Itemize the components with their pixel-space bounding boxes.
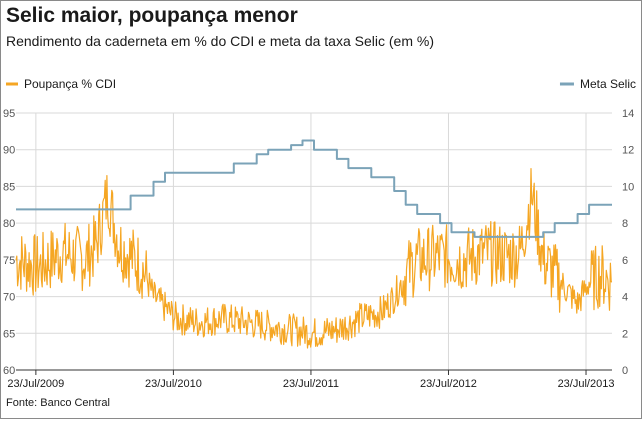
series-line-poupanca — [15, 168, 613, 349]
x-tick-label: 23/Jul/2012 — [420, 378, 477, 390]
right-tick-label: 6 — [622, 255, 628, 267]
right-tick-label: 2 — [622, 328, 628, 340]
left-tick-label: 90 — [3, 145, 15, 157]
left-tick-label: 95 — [3, 108, 15, 120]
left-axis: 95 90 85 80 75 70 65 60 — [3, 108, 15, 377]
right-tick-label: 0 — [622, 365, 628, 377]
legend-label-poupanca: Poupança % CDI — [24, 77, 116, 91]
right-axis: 14 12 10 8 6 4 2 0 — [622, 108, 634, 377]
x-tick-label: 23/Jul/2013 — [558, 378, 615, 390]
chart-subtitle: Rendimento da caderneta em % do CDI e me… — [6, 33, 434, 49]
series-line-selic — [16, 139, 612, 238]
right-tick-label: 4 — [622, 292, 628, 304]
left-tick-label: 75 — [3, 255, 15, 267]
x-tick-label: 23/Jul/2010 — [145, 378, 202, 390]
legend-label-selic: Meta Selic — [580, 77, 636, 91]
right-tick-label: 12 — [622, 145, 634, 157]
left-tick-label: 65 — [3, 328, 15, 340]
left-tick-label: 80 — [3, 218, 15, 230]
left-tick-label: 60 — [3, 365, 15, 377]
left-tick-label: 70 — [3, 292, 15, 304]
right-tick-label: 10 — [622, 181, 634, 193]
x-tick-label: 23/Jul/2009 — [7, 378, 64, 390]
x-tick-label: 23/Jul/2011 — [283, 378, 339, 390]
series — [15, 139, 613, 349]
chart-title: Selic maior, poupança menor — [6, 4, 298, 27]
chart-source: Fonte: Banco Central — [6, 397, 110, 409]
right-tick-label: 14 — [622, 108, 634, 120]
right-tick-label: 8 — [622, 218, 628, 230]
legend: Poupança % CDI Meta Selic — [6, 77, 636, 91]
x-axis: 23/Jul/2009 23/Jul/2010 23/Jul/2011 23/Jul/… — [7, 369, 615, 390]
left-tick-label: 85 — [3, 181, 15, 193]
